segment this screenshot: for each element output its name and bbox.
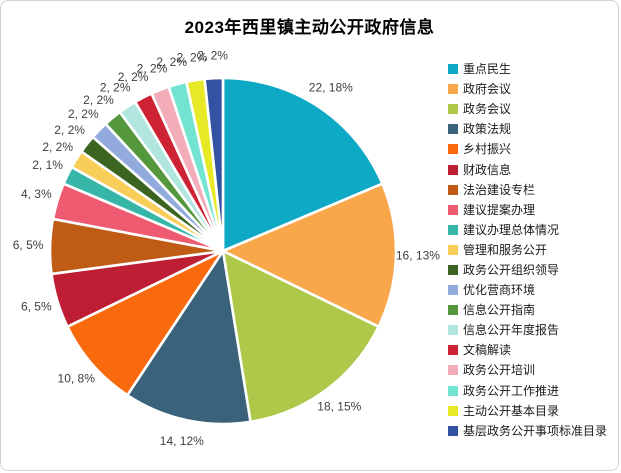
legend-swatch-icon (448, 285, 458, 296)
legend-label: 政务公开培训 (463, 363, 536, 378)
legend-swatch-icon (448, 144, 458, 155)
legend-swatch-icon (448, 124, 458, 135)
legend-label: 文稿解读 (463, 343, 512, 358)
slice-data-label: 2, 2% (54, 123, 85, 137)
legend-item: 重点民生 (448, 59, 618, 79)
legend-label: 政务会议 (463, 102, 512, 117)
legend-label: 基层政务公开事项标准目录 (463, 423, 608, 438)
legend-label: 主动公开基本目录 (463, 403, 560, 418)
legend-swatch-icon (448, 345, 458, 356)
legend-swatch-icon (448, 325, 458, 336)
legend-label: 信息公开年度报告 (463, 323, 560, 338)
legend-item: 信息公开年度报告 (448, 320, 618, 340)
pie-slice (221, 249, 380, 424)
legend-swatch-icon (448, 204, 458, 215)
slice-data-label: 2, 2% (156, 55, 187, 69)
slice-data-label: 22, 18% (309, 81, 353, 95)
legend-swatch-icon (448, 244, 458, 255)
legend-item: 信息公开指南 (448, 300, 618, 320)
legend-label: 建议办理总体情况 (463, 222, 560, 237)
legend-swatch-icon (448, 224, 458, 235)
legend-label: 政务公开组织领导 (463, 262, 560, 277)
legend-item: 政策法规 (448, 119, 618, 139)
pie-slice (126, 249, 252, 426)
legend-item: 乡村振兴 (448, 139, 618, 159)
legend-item: 管理和服务公开 (448, 240, 618, 260)
legend-item: 政府会议 (448, 79, 618, 99)
legend-item: 主动公开基本目录 (448, 401, 618, 421)
slice-data-label: 2, 1% (32, 158, 63, 172)
legend-swatch-icon (448, 104, 458, 115)
legend-item: 建议提案办理 (448, 200, 618, 220)
legend-item: 政务公开培训 (448, 360, 618, 380)
legend-swatch-icon (448, 264, 458, 275)
legend-item: 政务会议 (448, 99, 618, 119)
slice-data-label: 2, 2% (100, 81, 131, 95)
legend-swatch-icon (448, 365, 458, 376)
legend-label: 优化营商环境 (463, 283, 536, 298)
slice-data-label: 14, 12% (160, 434, 204, 448)
legend-item: 法治建设专栏 (448, 180, 618, 200)
slice-data-label: 2, 2% (42, 140, 73, 154)
pie-slice (221, 76, 384, 253)
legend-item: 财政信息 (448, 159, 618, 179)
legend-swatch-icon (448, 84, 458, 95)
legend-item: 基层政务公开事项标准目录 (448, 421, 618, 441)
legend-swatch-icon (448, 305, 458, 316)
legend-label: 重点民生 (463, 62, 512, 77)
slice-data-label: 2, 2% (197, 48, 228, 62)
legend-swatch-icon (448, 385, 458, 396)
slice-data-label: 2, 2% (83, 93, 114, 107)
slice-data-label: 6, 5% (13, 238, 44, 252)
slice-data-label: 2, 2% (118, 70, 149, 84)
legend-label: 建议提案办理 (463, 202, 536, 217)
pie-slice (66, 249, 225, 397)
legend-item: 文稿解读 (448, 340, 618, 360)
legend-label: 乡村振兴 (463, 142, 512, 157)
slice-data-label: 18, 15% (317, 400, 361, 414)
legend-label: 法治建设专栏 (463, 182, 536, 197)
legend-swatch-icon (448, 64, 458, 75)
slice-data-label: 10, 8% (58, 372, 96, 386)
legend-label: 信息公开指南 (463, 303, 536, 318)
legend-swatch-icon (448, 164, 458, 175)
legend-swatch-icon (448, 425, 458, 436)
pie-slice (221, 182, 398, 328)
legend-item: 政务公开工作推进 (448, 381, 618, 401)
legend-item: 政务公开组织领导 (448, 260, 618, 280)
legend: 重点民生政府会议政务会议政策法规乡村振兴财政信息法治建设专栏 建议提案办理建议办理… (448, 59, 618, 441)
slice-data-label: 4, 3% (21, 187, 52, 201)
pie-slice (203, 76, 225, 253)
legend-label: 政务公开工作推进 (463, 383, 560, 398)
slice-data-label: 2, 2% (177, 51, 208, 65)
legend-label: 政策法规 (463, 122, 512, 137)
legend-item: 优化营商环境 (448, 280, 618, 300)
chart-title: 2023年西里镇主动公开政府信息 (184, 18, 435, 37)
legend-label: 政府会议 (463, 82, 512, 97)
legend-label: 管理和服务公开 (463, 242, 548, 257)
legend-label: 财政信息 (463, 162, 512, 177)
slice-data-label: 2, 2% (137, 62, 168, 76)
slice-data-label: 2, 2% (68, 107, 99, 121)
legend-swatch-icon (448, 184, 458, 195)
legend-swatch-icon (448, 405, 458, 416)
legend-item: 建议办理总体情况 (448, 220, 618, 240)
slice-data-label: 16, 13% (396, 248, 440, 262)
slice-data-label: 6, 5% (21, 299, 52, 313)
